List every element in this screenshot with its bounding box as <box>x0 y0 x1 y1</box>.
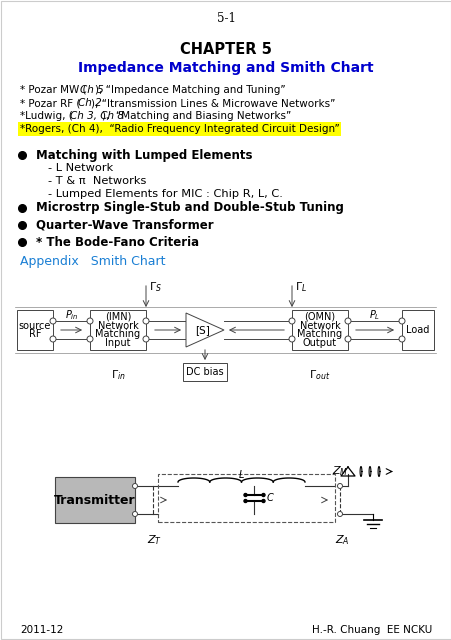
Text: RF: RF <box>29 330 41 339</box>
Text: source: source <box>19 321 51 331</box>
Text: $\Gamma_L$: $\Gamma_L$ <box>295 280 307 294</box>
Circle shape <box>87 318 93 324</box>
FancyBboxPatch shape <box>90 310 146 350</box>
Circle shape <box>143 318 149 324</box>
Circle shape <box>262 493 264 497</box>
Text: - T & π  Networks: - T & π Networks <box>48 176 146 186</box>
Text: Matching: Matching <box>297 330 342 339</box>
FancyBboxPatch shape <box>401 310 433 350</box>
Text: Ch 5: Ch 5 <box>80 85 104 95</box>
Circle shape <box>244 499 246 502</box>
Text: CHAPTER 5: CHAPTER 5 <box>179 42 272 58</box>
Text: C: C <box>266 493 273 503</box>
Circle shape <box>132 511 137 516</box>
Circle shape <box>87 336 93 342</box>
Circle shape <box>50 318 56 324</box>
Text: $\Gamma_{in}$: $\Gamma_{in}$ <box>110 368 125 382</box>
Circle shape <box>344 336 350 342</box>
Circle shape <box>244 493 246 497</box>
Circle shape <box>50 336 56 342</box>
Text: * The Bode-Fano Criteria: * The Bode-Fano Criteria <box>36 236 199 248</box>
Text: * Pozar MW (: * Pozar MW ( <box>20 85 86 95</box>
Text: 2011-12: 2011-12 <box>20 625 63 635</box>
Text: Network: Network <box>299 321 340 331</box>
Text: *Rogers, (Ch 4),  “Radio Frequency Integrated Circuit Design”: *Rogers, (Ch 4), “Radio Frequency Integr… <box>20 124 339 134</box>
Text: $\Gamma_S$: $\Gamma_S$ <box>149 280 161 294</box>
FancyBboxPatch shape <box>291 310 347 350</box>
Text: (OMN): (OMN) <box>304 312 335 322</box>
Text: Transmitter: Transmitter <box>54 493 135 506</box>
Text: [S]: [S] <box>195 325 210 335</box>
Text: Input: Input <box>105 338 130 348</box>
Text: ), “Impedance Matching and Tuning”: ), “Impedance Matching and Tuning” <box>95 85 285 95</box>
Text: Matching: Matching <box>95 330 140 339</box>
FancyBboxPatch shape <box>183 363 226 381</box>
Text: Output: Output <box>302 338 336 348</box>
Text: Quarter-Wave Transformer: Quarter-Wave Transformer <box>36 218 213 232</box>
Circle shape <box>344 318 350 324</box>
Text: L: L <box>238 470 244 480</box>
Circle shape <box>143 336 149 342</box>
Text: Impedance Matching and Smith Chart: Impedance Matching and Smith Chart <box>78 61 373 75</box>
Text: Ch 3, Ch 8: Ch 3, Ch 8 <box>70 111 124 121</box>
Text: H.-R. Chuang  EE NCKU: H.-R. Chuang EE NCKU <box>311 625 431 635</box>
Circle shape <box>398 318 404 324</box>
Text: Ch 2: Ch 2 <box>78 98 101 108</box>
Circle shape <box>337 511 342 516</box>
Text: *Ludwig, (: *Ludwig, ( <box>20 111 73 121</box>
Circle shape <box>288 318 295 324</box>
Text: Network: Network <box>97 321 138 331</box>
Text: ),  “Matching and Biasing Networks”: ), “Matching and Biasing Networks” <box>102 111 290 121</box>
Text: ), “Itransmission Lines & Microwave Networks”: ), “Itransmission Lines & Microwave Netw… <box>91 98 335 108</box>
Text: 5-1: 5-1 <box>216 12 235 24</box>
Polygon shape <box>186 313 224 347</box>
Text: $Z_A$: $Z_A$ <box>334 533 349 547</box>
Text: Matching with Lumped Elements: Matching with Lumped Elements <box>36 148 252 161</box>
Text: DC bias: DC bias <box>186 367 223 377</box>
Text: Load: Load <box>405 325 429 335</box>
Text: - L Network: - L Network <box>48 163 113 173</box>
Circle shape <box>337 483 342 488</box>
Text: $Z_T$: $Z_T$ <box>147 533 162 547</box>
Circle shape <box>398 336 404 342</box>
Text: - Lumped Elements for MIC : Chip R, L, C.: - Lumped Elements for MIC : Chip R, L, C… <box>48 189 282 199</box>
Text: (IMN): (IMN) <box>105 312 131 322</box>
Circle shape <box>132 483 137 488</box>
Text: $P_{in}$: $P_{in}$ <box>64 308 78 322</box>
Text: $Z_M$: $Z_M$ <box>331 464 347 478</box>
Text: Microstrp Single-Stub and Double-Stub Tuning: Microstrp Single-Stub and Double-Stub Tu… <box>36 202 343 214</box>
FancyBboxPatch shape <box>55 477 135 523</box>
Text: $\Gamma_{out}$: $\Gamma_{out}$ <box>308 368 330 382</box>
Text: Appendix   Smith Chart: Appendix Smith Chart <box>20 255 165 268</box>
Circle shape <box>288 336 295 342</box>
Text: $P_L$: $P_L$ <box>368 308 380 322</box>
Circle shape <box>262 499 264 502</box>
FancyBboxPatch shape <box>17 310 53 350</box>
Text: * Pozar RF (: * Pozar RF ( <box>20 98 80 108</box>
